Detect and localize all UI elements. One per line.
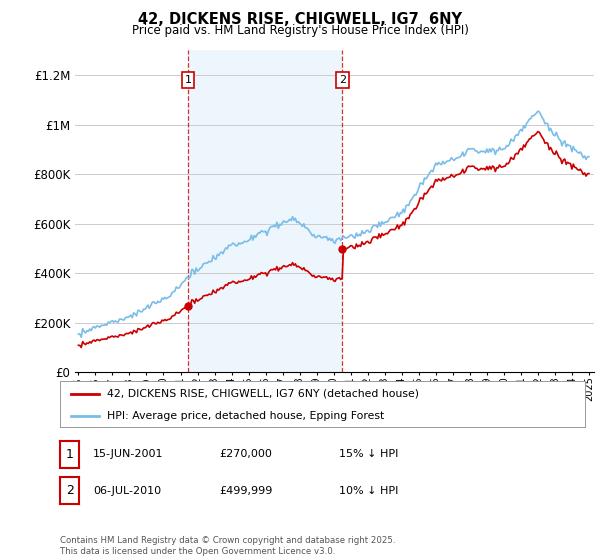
- Text: 1: 1: [185, 75, 191, 85]
- Text: HPI: Average price, detached house, Epping Forest: HPI: Average price, detached house, Eppi…: [107, 411, 385, 421]
- Text: 1: 1: [65, 447, 74, 461]
- Text: 15-JUN-2001: 15-JUN-2001: [93, 449, 163, 459]
- Text: 06-JUL-2010: 06-JUL-2010: [93, 486, 161, 496]
- Text: 2: 2: [339, 75, 346, 85]
- Text: 42, DICKENS RISE, CHIGWELL, IG7 6NY (detached house): 42, DICKENS RISE, CHIGWELL, IG7 6NY (det…: [107, 389, 419, 399]
- Bar: [188, 50, 343, 372]
- Text: Contains HM Land Registry data © Crown copyright and database right 2025.
This d: Contains HM Land Registry data © Crown c…: [60, 536, 395, 556]
- Text: 2: 2: [65, 484, 74, 497]
- Text: 10% ↓ HPI: 10% ↓ HPI: [339, 486, 398, 496]
- Text: £499,999: £499,999: [219, 486, 272, 496]
- Text: 42, DICKENS RISE, CHIGWELL, IG7  6NY: 42, DICKENS RISE, CHIGWELL, IG7 6NY: [138, 12, 462, 27]
- Text: £270,000: £270,000: [219, 449, 272, 459]
- Text: 15% ↓ HPI: 15% ↓ HPI: [339, 449, 398, 459]
- Text: Price paid vs. HM Land Registry's House Price Index (HPI): Price paid vs. HM Land Registry's House …: [131, 24, 469, 37]
